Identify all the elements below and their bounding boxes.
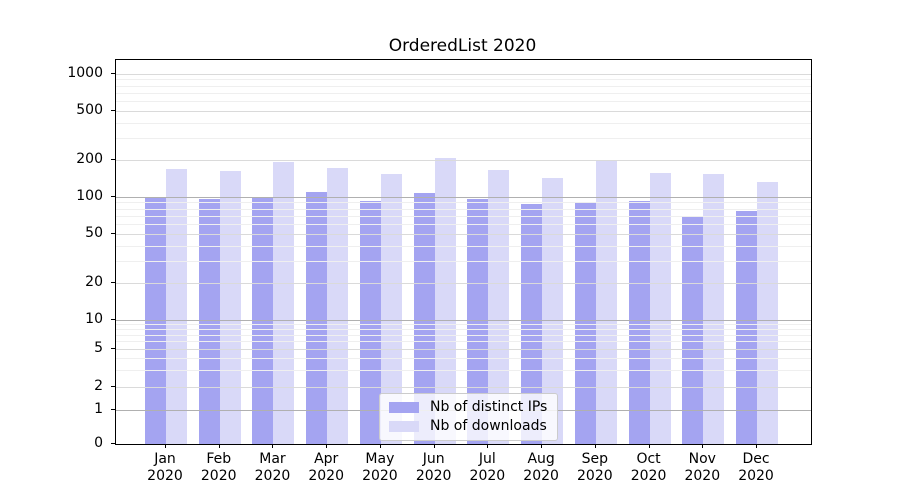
bar-downloads-dec [757,181,779,444]
x-tick-mark-apr [326,444,328,448]
y-tick-label-1000: 1000 [67,64,103,81]
y-tick-mark-200 [111,158,115,160]
y-tick-mark-100 [111,195,115,197]
x-tick-mark-dec [756,444,758,448]
bar-ips-oct [628,200,650,444]
x-tick-label-feb: Feb 2020 [200,451,237,484]
bar-ips-jan [145,196,166,444]
x-tick-mark-jan [165,444,166,448]
legend: Nb of distinct IPs Nb of downloads [379,393,559,441]
x-tick-label-jun: Jun 2020 [415,451,452,484]
x-tick-label-mar: Mar 2020 [254,451,291,484]
chart-title: OrderedList 2020 [388,36,537,56]
bar-ips-dec [736,211,758,444]
y-tick-mark-2 [111,386,115,387]
x-tick-label-aug: Aug 2020 [523,451,559,484]
x-tick-mark-oct [648,444,650,448]
y-tick-mark-20 [111,281,115,283]
x-tick-mark-sep [594,444,596,448]
x-tick-mark-jul [487,444,489,448]
x-tick-label-dec: Dec 2020 [738,451,774,484]
y-tick-mark-1 [111,409,115,410]
x-tick-label-jul: Jul 2020 [469,451,506,484]
y-tick-label-50: 50 [85,224,103,241]
y-tick-label-20: 20 [85,273,103,290]
legend-label-downloads: Nb of downloads [430,418,547,434]
x-tick-label-nov: Nov 2020 [684,451,721,484]
legend-swatch-downloads [389,421,419,432]
plot-area: Nb of distinct IPs Nb of downloads [115,59,812,445]
x-tick-label-oct: Oct 2020 [630,451,667,484]
bar-downloads-jul [488,170,510,444]
y-tick-mark-1000 [111,72,115,74]
y-tick-mark-10 [111,318,115,320]
y-tick-label-5: 5 [94,340,103,356]
x-tick-label-jan: Jan 2020 [147,451,183,484]
legend-swatch-ips [389,402,419,413]
bar-ips-apr [306,191,328,444]
x-tick-mark-aug [541,444,543,448]
y-tick-label-1: 1 [94,401,103,417]
y-tick-label-500: 500 [76,101,103,118]
x-tick-mark-feb [218,444,220,448]
x-tick-label-may: May 2020 [362,451,398,484]
legend-label-distinct-ips: Nb of distinct IPs [430,399,548,415]
y-tick-label-200: 200 [76,150,103,167]
legend-item-distinct-ips: Nb of distinct IPs [389,400,547,415]
bar-ips-may [359,200,381,444]
legend-item-downloads: Nb of downloads [389,419,547,434]
y-tick-label-0: 0 [94,435,103,451]
bar-downloads-mar [273,161,295,444]
bar-ips-aug [521,203,543,444]
bar-ips-jun [413,193,435,444]
y-tick-mark-0 [111,443,115,444]
bar-downloads-jan [166,169,187,444]
y-tick-mark-50 [111,232,115,234]
x-tick-mark-nov [702,444,704,448]
bar-downloads-feb [219,170,241,444]
bars-layer [116,60,811,444]
bar-ips-mar [252,196,274,444]
x-tick-mark-mar [272,444,274,448]
x-tick-label-apr: Apr 2020 [308,451,344,484]
x-tick-mark-may [379,444,381,448]
bar-downloads-nov [703,174,725,444]
bar-downloads-may [380,174,402,444]
bar-downloads-aug [542,177,564,444]
y-tick-label-10: 10 [85,310,103,327]
y-tick-mark-5 [111,348,115,349]
bar-ips-sep [574,202,596,444]
bar-downloads-jun [434,158,456,444]
y-tick-mark-500 [111,109,115,111]
bar-downloads-sep [595,160,617,444]
bar-ips-feb [198,199,220,444]
x-tick-label-sep: Sep 2020 [577,451,613,484]
x-tick-mark-jun [433,444,435,448]
bar-downloads-apr [327,167,349,444]
bar-ips-jul [467,199,489,444]
bar-downloads-oct [649,173,671,444]
y-tick-label-2: 2 [94,378,103,394]
bar-ips-nov [682,215,704,444]
y-tick-label-100: 100 [76,187,103,204]
